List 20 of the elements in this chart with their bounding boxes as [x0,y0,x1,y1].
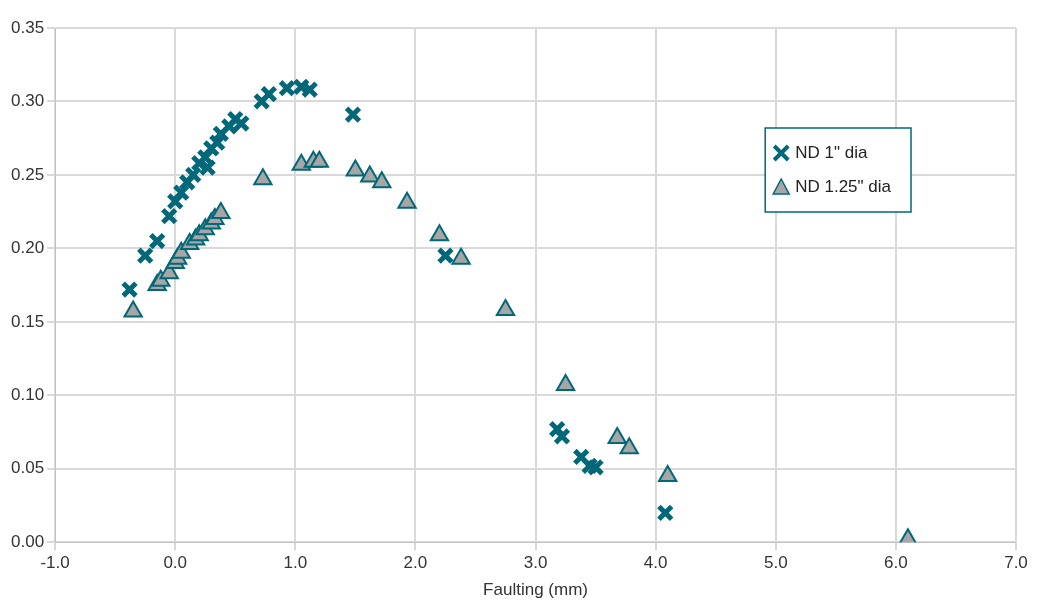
y-tick-label: 0.20 [10,238,45,258]
y-tick-label: 0.15 [10,311,45,331]
y-tick-label: 0.10 [10,384,45,404]
x-tick-label: -1.0 [40,553,70,573]
legend-label: ND 1.25" dia [795,176,892,196]
y-tick-label: 0.30 [10,91,45,111]
x-tick-label: 4.0 [643,553,668,573]
x-tick-label: 5.0 [763,553,788,573]
x-tick-label: 0.0 [163,553,188,573]
x-tick-label: 7.0 [1004,553,1028,573]
y-tick-label: 0.05 [10,458,45,478]
x-tick-label: 3.0 [523,553,548,573]
x-tick-label: 1.0 [283,553,308,573]
x-tick-label: 2.0 [403,553,428,573]
y-tick-label: 0.35 [10,17,45,37]
legend-label: ND 1" dia [795,142,868,162]
x-axis-title: Faulting (mm) [483,580,588,600]
x-tick-label: 6.0 [884,553,908,573]
y-tick-label: 0.00 [10,531,45,551]
y-tick-label: 0.25 [10,164,45,184]
